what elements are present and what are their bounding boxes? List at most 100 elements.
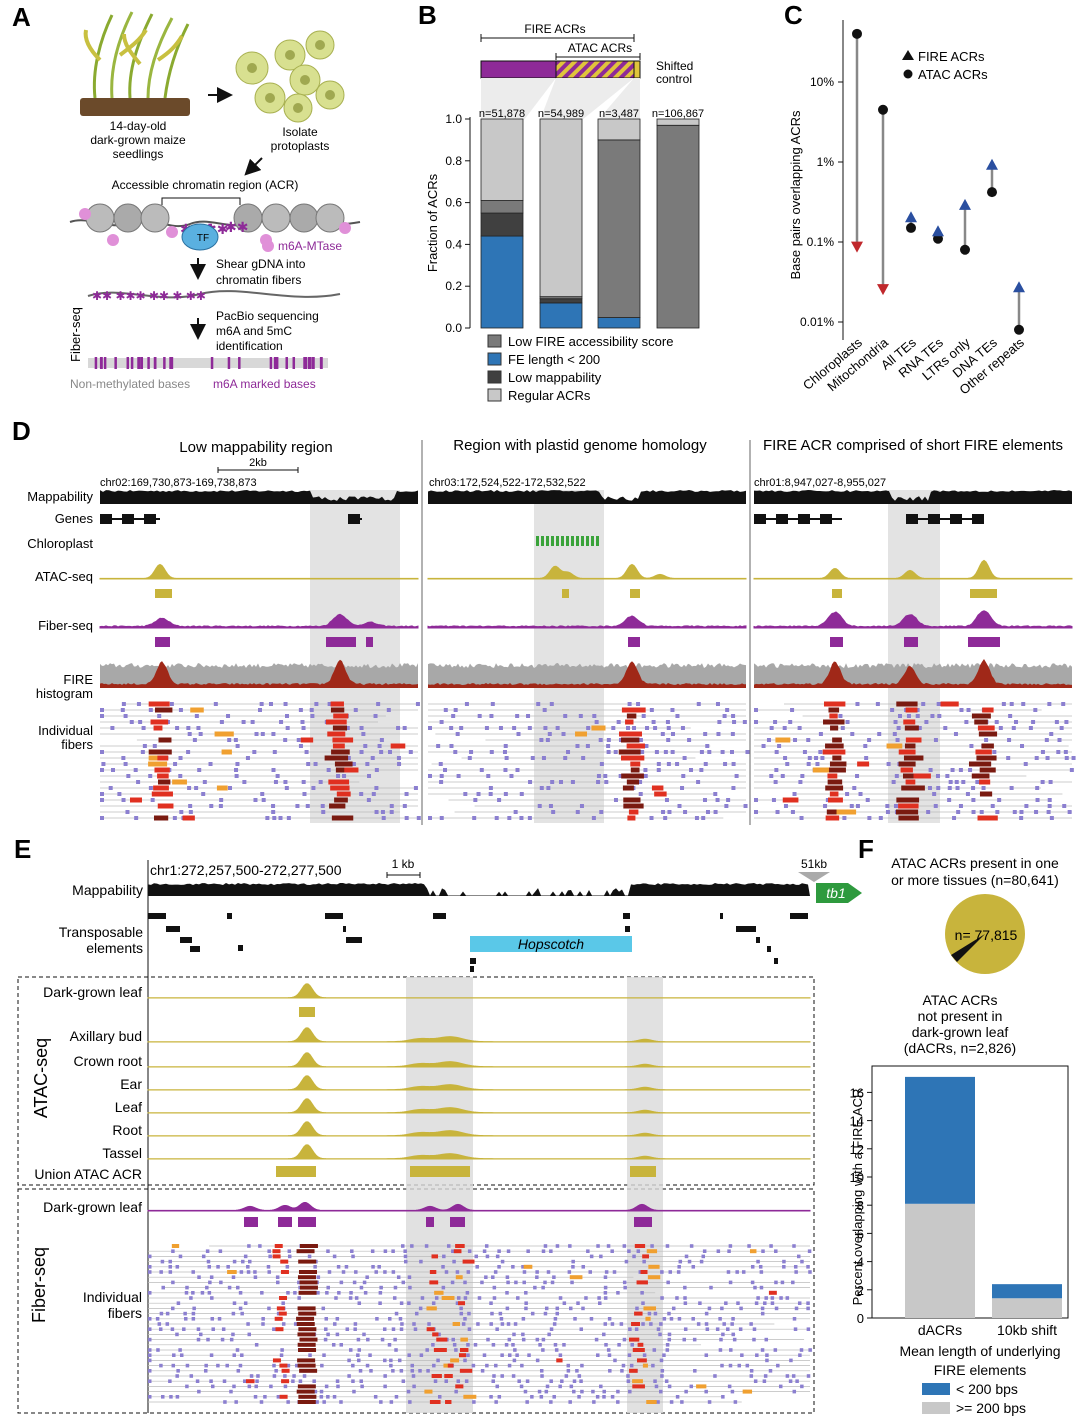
d-gene-exon <box>950 514 962 524</box>
d-fiber-nucleosome <box>169 702 174 706</box>
d-fiber-fire-element <box>622 785 634 791</box>
d-fiber-nucleosome <box>301 726 306 730</box>
d-fiber-nucleosome <box>863 744 868 748</box>
e-fiber-nucleosome <box>641 1301 645 1305</box>
d-track-atac: ATAC-seq <box>35 569 93 584</box>
d-fiber-fire-element <box>333 713 349 719</box>
d-fiber-nucleosome <box>250 720 255 724</box>
d-fiber-nucleosome <box>717 720 722 724</box>
d-fiber-nucleosome <box>545 738 550 742</box>
e-fiber-nucleosome <box>677 1317 682 1321</box>
d-fiber-nucleosome <box>1049 816 1054 820</box>
d-fiber-nucleosome <box>754 720 758 724</box>
e-fiber-nucleosome <box>253 1395 258 1399</box>
d-fiber-nucleosome <box>527 816 532 820</box>
d-fiber-nucleosome <box>585 744 590 748</box>
d-fiber-nucleosome <box>703 732 708 736</box>
e-fiber-nucleosome <box>216 1265 220 1269</box>
e-atac-peak-bar <box>299 1007 315 1017</box>
e-fiber-nucleosome <box>475 1265 479 1269</box>
e-fiber-nucleosome <box>537 1389 542 1394</box>
e-atac-leaf: Leaf <box>115 1099 142 1115</box>
e-fiber-nucleosome <box>191 1270 195 1274</box>
d-fiber-nucleosome <box>376 702 381 706</box>
e-fiber-nucleosome <box>192 1306 196 1311</box>
e-fiber-nucleosome <box>222 1379 227 1383</box>
d-fiber-nucleosome <box>958 768 963 772</box>
e-fiber-nucleosome <box>792 1244 796 1248</box>
e-fiber-nucleosome <box>411 1374 416 1378</box>
d-fiber-nucleosome <box>209 804 214 808</box>
d-fiber-nucleosome <box>188 804 193 808</box>
e-fiber-nucleosome <box>535 1270 539 1274</box>
e-fiber-nucleosome <box>235 1285 240 1290</box>
e-fiber-nucleosome <box>189 1374 194 1378</box>
e-fiber-nucleosome <box>253 1270 257 1274</box>
d-fiber-fire-element <box>332 737 354 743</box>
e-distance-label: 51kb <box>801 857 827 871</box>
d-fiber-nucleosome <box>705 810 710 814</box>
d-fiber-nucleosome <box>439 720 444 724</box>
d-fiber-nucleosome <box>725 708 730 712</box>
d-fiber-fire-element <box>331 749 350 755</box>
d-fiber-nucleosome <box>943 726 948 730</box>
e-fiber-nucleosome <box>336 1384 340 1389</box>
d-fiber-nucleosome <box>1007 738 1012 742</box>
d-fiber-nucleosome <box>530 756 535 760</box>
e-fiber-nucleosome <box>555 1244 560 1248</box>
d-fiber-nucleosome <box>359 726 364 730</box>
e-fiber-nucleosome <box>396 1275 401 1279</box>
d-fiber-nucleosome <box>818 750 823 754</box>
e-fiber-nucleosome <box>158 1327 163 1331</box>
chart-b-bar-segment <box>597 317 641 329</box>
e-fiber-nucleosome <box>612 1270 617 1274</box>
d-fiber-nucleosome <box>773 720 778 724</box>
e-distance-arrow <box>798 872 830 882</box>
d-fiber-nucleosome <box>451 714 456 718</box>
chart-b-bar-segment <box>656 118 700 126</box>
d-fiber-nucleosome <box>314 702 319 706</box>
e-fiber-fire-element <box>441 1296 455 1300</box>
d-fiber-fire-element <box>828 707 840 713</box>
d-fiber-nucleosome <box>948 780 953 784</box>
d-fiber-nucleosome <box>428 726 432 730</box>
e-fiber-nucleosome <box>736 1301 740 1305</box>
e-fiber-nucleosome <box>220 1337 225 1342</box>
d-fiberseq-peak-bar <box>155 637 170 647</box>
overlap-bar <box>555 60 635 79</box>
d-fiber-nucleosome <box>120 708 125 712</box>
d-fiber-nucleosome <box>301 780 306 784</box>
e-fiber-nucleosome <box>489 1301 493 1305</box>
e-fiber-nucleosome <box>750 1265 755 1269</box>
e-fiber-nucleosome <box>420 1296 425 1300</box>
e-fiber-fire-element <box>632 1379 643 1384</box>
d-fiber-nucleosome <box>892 732 897 736</box>
e-fiber-nucleosome <box>229 1389 233 1394</box>
d-fiber-nucleosome <box>807 756 812 760</box>
d-fiber-nucleosome <box>502 750 507 754</box>
d-fiber-nucleosome <box>875 702 880 706</box>
e-fiber-nucleosome <box>466 1343 470 1347</box>
d-fiber-nucleosome <box>318 780 323 784</box>
d-fiber-nucleosome <box>260 792 265 796</box>
d-fiber-nucleosome <box>126 774 131 778</box>
e-fiber-nucleosome <box>647 1311 652 1316</box>
e-scale-bar <box>386 872 421 878</box>
d-fiber-nucleosome <box>148 708 153 712</box>
e-fiber-nucleosome <box>581 1306 585 1311</box>
e-fiber-nucleosome <box>378 1301 382 1305</box>
m6a-mark <box>303 357 306 369</box>
f-legend-title-2: FIRE elements <box>934 1362 1027 1378</box>
e-fiber-nucleosome <box>494 1363 498 1368</box>
e-fiber-nucleosome <box>337 1291 341 1295</box>
e-fiber-nucleosome <box>640 1291 644 1295</box>
panel-b-letter: B <box>418 0 437 30</box>
d-fiber-nucleosome <box>1047 702 1052 706</box>
d-fiber-fire-element <box>827 779 843 785</box>
e-fiber-nucleosome <box>684 1389 688 1394</box>
e-fiber-nucleosome <box>764 1296 768 1300</box>
e-fiber-nucleosome <box>704 1322 709 1326</box>
d-chloroplast-mark <box>576 536 579 546</box>
d-fiber-fire-element <box>836 809 857 815</box>
seedlings-illustration <box>80 11 190 116</box>
